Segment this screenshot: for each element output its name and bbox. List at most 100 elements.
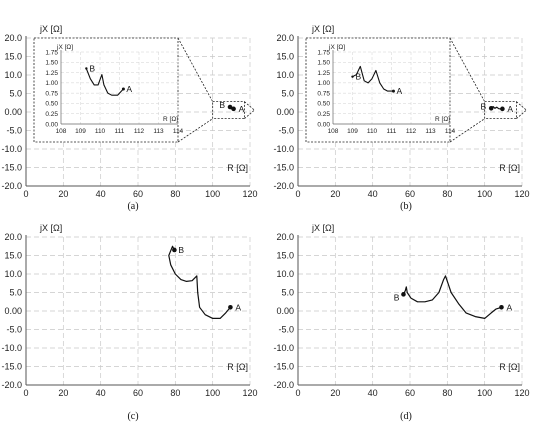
y-tick-label: 15.0 xyxy=(4,52,22,62)
inset-x-tick-label: 111 xyxy=(387,128,397,135)
inset-point-a xyxy=(391,89,395,93)
zoom-connector xyxy=(244,109,255,119)
inset-y-tick-label: 0.25 xyxy=(45,111,58,118)
y-tick-label: 5.0 xyxy=(9,89,22,99)
inset-y-tick-label: 0.00 xyxy=(317,121,330,128)
x-tick-label: 120 xyxy=(242,189,257,199)
inset-x-tick-label: 112 xyxy=(134,128,145,135)
y-tick-label: -20.0 xyxy=(1,181,22,191)
zoom-connector xyxy=(516,101,527,111)
y-tick-label: 15.0 xyxy=(276,251,294,261)
point-a xyxy=(228,305,233,310)
x-tick-label: 0 xyxy=(23,388,28,398)
y-tick-label: 5.0 xyxy=(9,288,22,298)
series-line xyxy=(402,275,502,319)
panel-0: 20.0 15.0 10.0 5.0 0.00 -5.0 -10.0 -15.0 -20.00 2… xyxy=(1,24,257,212)
x-tick-label: 0 xyxy=(295,189,300,199)
point-a xyxy=(500,106,505,112)
inset-point-label: B xyxy=(356,72,362,82)
inset-y-tick-label: 0.00 xyxy=(45,121,58,128)
inset-y-tick-label: 1.50 xyxy=(317,60,330,67)
point-label: B xyxy=(481,101,487,111)
y-tick-label: -15.0 xyxy=(1,163,22,173)
x-tick-label: 100 xyxy=(477,388,492,398)
y-tick-label: 10.0 xyxy=(4,70,22,80)
zoom-connector xyxy=(177,37,214,102)
inset-x-tick-label: 113 xyxy=(425,128,436,135)
x-tick-label: 80 xyxy=(442,388,452,398)
inset-y-tick-label: 1.25 xyxy=(317,70,330,77)
inset-y-tick-label: 1.75 xyxy=(317,49,330,56)
x-tick-label: 120 xyxy=(242,388,257,398)
y-tick-label: 0.00 xyxy=(276,107,294,117)
inset-y-tick-label: 1.00 xyxy=(317,80,330,87)
y-tick-label: -5.0 xyxy=(278,325,294,335)
inset-frame xyxy=(305,37,451,143)
y-axis-label: jX [Ω] xyxy=(311,24,334,34)
point-b xyxy=(488,106,494,111)
inset-point-label: A xyxy=(126,84,132,94)
inset-y-tick-label: 1.75 xyxy=(45,49,58,56)
point-label: A xyxy=(506,302,512,312)
point-label: B xyxy=(219,100,225,110)
inset-x-tick-label: 113 xyxy=(153,128,164,135)
y-tick-label: -5.0 xyxy=(6,325,22,335)
point-a xyxy=(499,305,504,310)
x-tick-label: 40 xyxy=(368,189,378,199)
x-tick-label: 100 xyxy=(205,388,220,398)
y-tick-label: -10.0 xyxy=(1,343,22,353)
inset-x-tick-label: 109 xyxy=(75,128,86,135)
x-tick-label: 120 xyxy=(514,388,529,398)
x-tick-label: 60 xyxy=(133,189,143,199)
point-label: A xyxy=(507,104,513,114)
x-tick-label: 40 xyxy=(96,388,106,398)
inset-y-axis-label: jX [Ω] xyxy=(56,44,73,51)
panel-1: 20.0 15.0 10.0 5.0 0.00 -5.0 -10.0 -15.0 -20.00 2… xyxy=(273,24,529,212)
inset-y-tick-label: 1.00 xyxy=(45,80,58,87)
y-tick-label: 20.0 xyxy=(4,33,22,43)
inset-x-tick-label: 110 xyxy=(95,128,106,135)
point-b xyxy=(227,104,233,110)
inset-x-tick-label: 114 xyxy=(173,128,184,135)
x-tick-label: 20 xyxy=(58,189,68,199)
y-axis-label: jX [Ω] xyxy=(311,223,334,233)
x-tick-label: 100 xyxy=(477,189,492,199)
y-tick-label: 10.0 xyxy=(4,269,22,279)
y-tick-label: -5.0 xyxy=(278,126,294,136)
x-tick-label: 20 xyxy=(330,189,340,199)
inset-x-tick-label: 108 xyxy=(56,128,67,135)
y-tick-label: -20.0 xyxy=(273,380,294,390)
y-tick-label: 20.0 xyxy=(276,33,294,43)
panel-label: (d) xyxy=(400,411,412,422)
inset-y-tick-label: 0.50 xyxy=(317,101,330,108)
y-tick-label: -15.0 xyxy=(273,163,294,173)
y-tick-label: -15.0 xyxy=(273,362,294,372)
inset-y-axis-label: jX [Ω] xyxy=(328,44,345,51)
y-tick-label: -10.0 xyxy=(273,343,294,353)
point-label: A xyxy=(239,104,245,114)
inset-y-tick-label: 0.50 xyxy=(45,101,58,108)
y-tick-label: 5.0 xyxy=(281,288,294,298)
inset-series-line xyxy=(352,65,394,92)
zoom-connector xyxy=(244,101,255,111)
inset-point-b xyxy=(351,75,354,78)
x-tick-label: 120 xyxy=(514,189,529,199)
point-label: A xyxy=(235,302,241,312)
y-tick-label: -10.0 xyxy=(1,144,22,154)
panel-2: 20.0 15.0 10.0 5.0 0.00 -5.0 -10.0 -15.0 -20.00 2… xyxy=(1,223,257,422)
inset-point-b xyxy=(85,67,88,70)
y-tick-label: 15.0 xyxy=(4,251,22,261)
inset-y-tick-label: 1.25 xyxy=(45,70,58,77)
y-tick-label: -15.0 xyxy=(1,362,22,372)
zoom-connector xyxy=(449,37,486,102)
inset-x-axis-label: R [Ω] xyxy=(435,116,450,123)
x-axis-label: R [Ω] xyxy=(227,362,248,372)
panel-3: 20.0 15.0 10.0 5.0 0.00 -5.0 -10.0 -15.0 -20.00 2… xyxy=(273,223,529,422)
inset-y-tick-label: 0.25 xyxy=(317,111,330,118)
point-label: B xyxy=(394,292,400,302)
y-tick-label: 0.00 xyxy=(4,107,22,117)
y-tick-label: 0.00 xyxy=(4,306,22,316)
x-tick-label: 40 xyxy=(368,388,378,398)
y-tick-label: 5.0 xyxy=(281,89,294,99)
y-tick-label: 10.0 xyxy=(276,269,294,279)
